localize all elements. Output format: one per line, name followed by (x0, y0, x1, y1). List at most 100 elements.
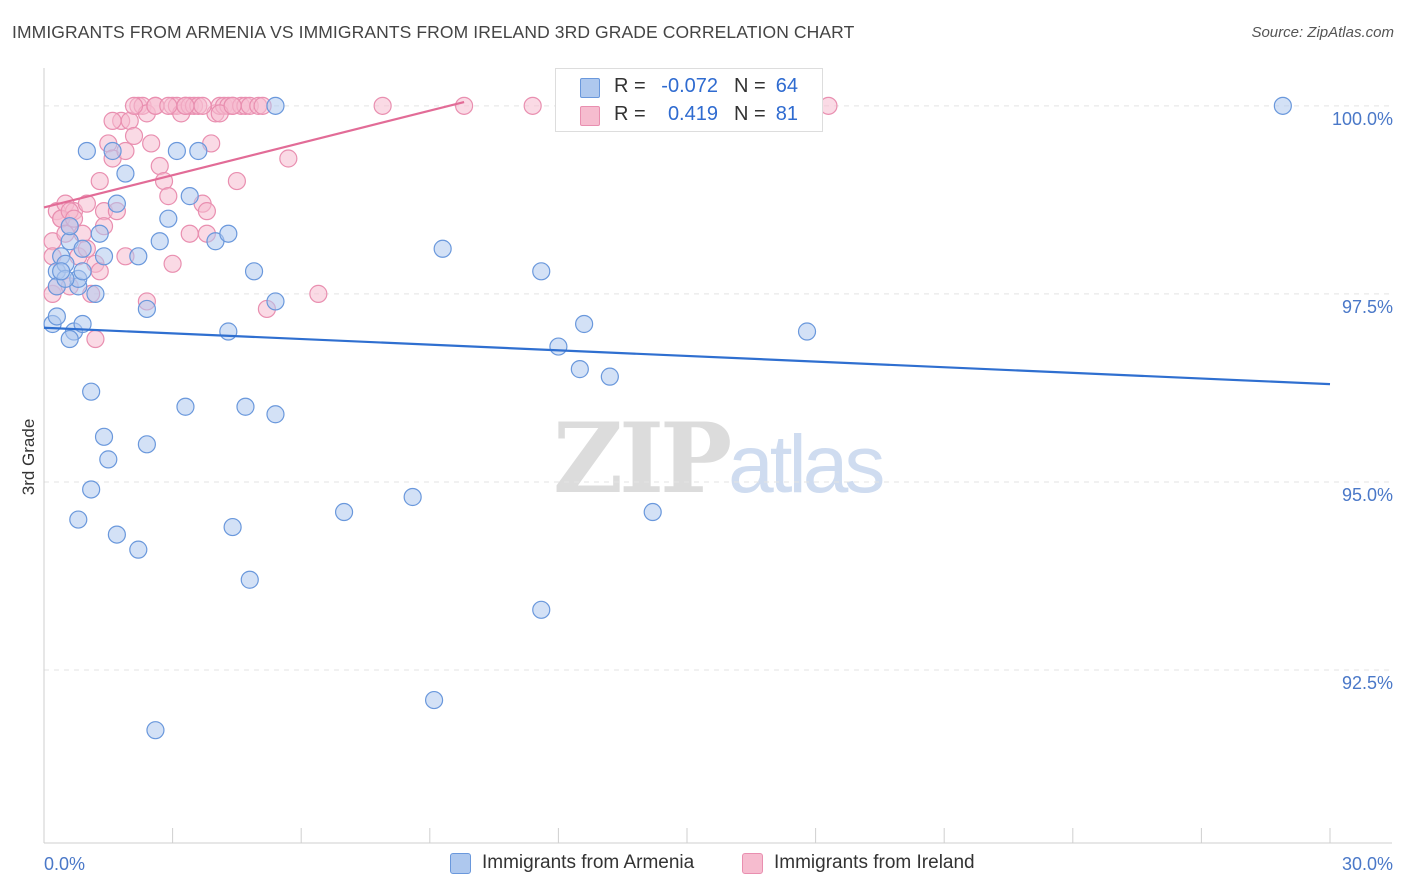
series-armenia-points (43, 96, 1292, 740)
ireland-point (124, 126, 144, 146)
ireland-point (120, 111, 139, 130)
armenia-point (266, 405, 285, 424)
ireland-point (142, 134, 161, 153)
armenia-n-label: N = (734, 75, 766, 97)
armenia-point (570, 360, 589, 379)
watermark-zip: ZIP (553, 402, 732, 515)
armenia-point (403, 487, 422, 507)
x-tick-label: 0.0% (44, 854, 85, 874)
armenia-point (52, 262, 71, 281)
y-tick-label: 97.5% (1342, 297, 1393, 317)
armenia-point (180, 187, 199, 206)
chart-title: IMMIGRANTS FROM ARMENIA VS IMMIGRANTS FR… (12, 22, 855, 42)
ireland-point (124, 96, 144, 115)
armenia-point (240, 570, 259, 589)
ireland-point (90, 171, 109, 191)
y-axis-title: 3rd Grade (19, 419, 38, 496)
y-tick-label: 95.0% (1342, 485, 1393, 505)
armenia-point (107, 525, 126, 544)
ireland-point (227, 171, 246, 191)
armenia-point (159, 209, 178, 228)
watermark-atlas: atlas (728, 419, 885, 510)
armenia-point (73, 239, 92, 258)
armenia-point (223, 517, 242, 537)
armenia-point (189, 141, 208, 161)
armenia-point (60, 329, 79, 349)
ireland-point (159, 96, 178, 115)
armenia-point (94, 427, 114, 446)
ireland-point (150, 156, 169, 176)
armenia-point (575, 314, 594, 334)
armenia-point (90, 224, 109, 243)
armenia-point (643, 502, 662, 522)
ireland-point (523, 96, 542, 115)
armenia-point (82, 480, 101, 499)
legend-row-ireland: R = 0.419 N = 81 (556, 100, 822, 128)
armenia-legend-label: Immigrants from Armenia (482, 852, 695, 873)
armenia-point (797, 322, 817, 341)
armenia-point (150, 232, 169, 251)
armenia-point (600, 367, 619, 386)
armenia-point (103, 141, 122, 161)
armenia-point (73, 262, 92, 281)
ireland-point (176, 96, 195, 115)
armenia-point (176, 397, 195, 416)
armenia-point (236, 397, 255, 416)
ireland-point (159, 187, 178, 206)
armenia-legend-swatch (450, 853, 471, 874)
ireland-point (279, 149, 298, 168)
x-tick-label: 30.0% (1342, 854, 1393, 874)
armenia-point (433, 239, 452, 258)
armenia-point (129, 247, 148, 266)
ireland-point (90, 262, 109, 281)
armenia-point (532, 600, 551, 619)
ireland-r-label: R = (614, 103, 646, 125)
armenia-point (219, 322, 238, 341)
armenia-point (266, 292, 285, 311)
ireland-point (77, 194, 96, 213)
ireland-r-value: 0.419 (667, 103, 718, 125)
axes (43, 68, 1392, 844)
source-label: Source: ZipAtlas.com (1251, 24, 1394, 41)
armenia-r-value: -0.072 (661, 75, 718, 97)
armenia-n-value: 64 (775, 75, 798, 97)
axis-labels: 100.0% 97.5% 95.0% 92.5% 0.0% 30.0% 3rd Grade (19, 109, 1393, 874)
armenia-point (86, 284, 105, 303)
armenia-point (116, 164, 135, 183)
legend-row-armenia: R = -0.072 N = 64 (556, 72, 822, 100)
armenia-point (69, 510, 88, 529)
armenia-point (137, 299, 156, 319)
armenia-point (107, 194, 126, 213)
ireland-point (163, 254, 182, 273)
correlation-legend: R = -0.072 N = 64 R = 0.419 N = 81 (555, 68, 823, 132)
ireland-trend-line (43, 101, 465, 209)
ireland-n-value: 81 (775, 103, 798, 125)
armenia-point (549, 337, 568, 356)
ireland-point (193, 96, 212, 115)
armenia-point (129, 540, 148, 559)
trend-lines (43, 101, 1331, 386)
armenia-point (137, 435, 156, 454)
armenia-point (334, 502, 354, 522)
armenia-point (77, 141, 96, 161)
armenia-point (219, 224, 238, 243)
ireland-point (454, 96, 474, 115)
armenia-point (146, 721, 165, 740)
y-tick-label: 92.5% (1342, 673, 1393, 693)
armenia-point (167, 141, 186, 161)
ireland-point (180, 224, 199, 243)
ireland-point (103, 111, 122, 130)
armenia-point (266, 96, 285, 115)
armenia-point (47, 307, 66, 326)
ireland-point (309, 284, 328, 303)
ireland-legend-swatch (742, 853, 763, 874)
ireland-point (197, 202, 216, 221)
armenia-point (99, 450, 118, 469)
ireland-n-label: N = (734, 103, 766, 125)
armenia-point (244, 262, 264, 281)
armenia-r-label: R = (614, 75, 646, 97)
armenia-point (1273, 96, 1292, 115)
y-tick-label: 100.0% (1332, 109, 1393, 129)
armenia-point (82, 382, 101, 401)
